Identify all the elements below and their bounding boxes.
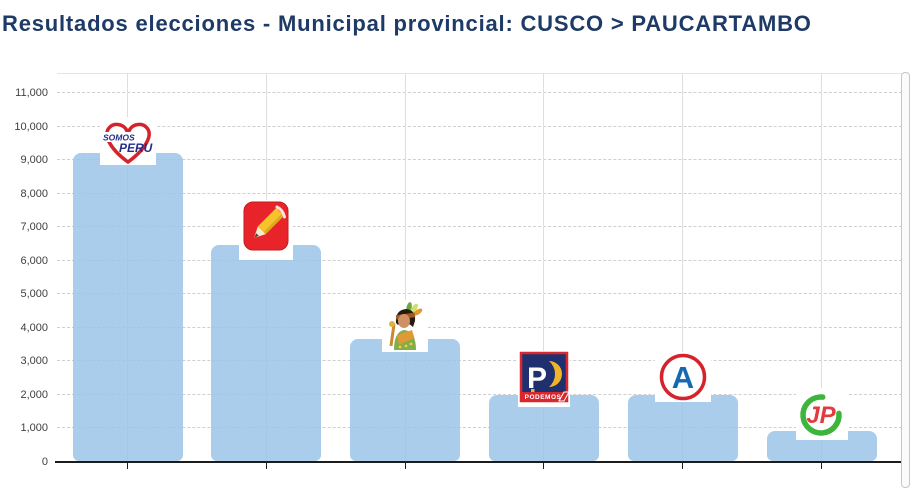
gridline-vertical (404, 73, 406, 462)
pencil-icon (243, 201, 289, 251)
x-axis-tick (682, 463, 684, 469)
gridline-horizontal (57, 293, 902, 295)
gridline-horizontal (57, 125, 902, 127)
gridline-horizontal (57, 159, 902, 161)
gridline-horizontal (57, 427, 902, 429)
gridline-vertical (543, 73, 545, 462)
inca-person-icon (389, 301, 423, 350)
gridline-horizontal (57, 192, 902, 194)
y-axis-tick-label: 5,000 (20, 288, 48, 301)
result-bar[interactable] (627, 394, 738, 461)
y-axis-tick-label: 4,000 (20, 321, 48, 334)
gridline-horizontal (57, 92, 902, 93)
y-axis-tick-label: 6,000 (20, 254, 48, 267)
gridline-horizontal (57, 226, 902, 228)
gridline-horizontal (57, 326, 902, 328)
result-bar[interactable] (72, 153, 183, 461)
inca-figure-logo (382, 299, 429, 352)
somos-peru-heart-logo: SOMOS PERU (99, 117, 156, 166)
jp-logo: JP (795, 387, 848, 440)
x-axis-tick (821, 463, 822, 469)
x-axis-tick (127, 463, 128, 469)
a-letter-icon: A (659, 353, 706, 400)
x-axis-tick (404, 463, 406, 469)
peru-text: PERU (119, 141, 153, 155)
page-title: Resultados elecciones - Municipal provin… (2, 11, 812, 36)
y-axis-tick-label: 8,000 (20, 187, 48, 200)
gridline-horizontal (57, 393, 902, 395)
vertical-scrollbar-thumb[interactable] (901, 72, 910, 488)
podemos-letter: P (527, 362, 547, 395)
gridline-vertical (821, 73, 822, 462)
red-pencil-logo (239, 199, 294, 260)
somos-text: SOMOS (103, 133, 135, 143)
a-circle-logo: A (654, 351, 711, 402)
app-letter: A (671, 360, 693, 395)
y-axis-tick-label: 9,000 (20, 154, 48, 167)
y-axis-tick-label: 11,000 (15, 87, 48, 99)
result-bar[interactable] (211, 244, 322, 461)
heart-icon: SOMOS PERU (100, 122, 153, 165)
y-axis-tick-label: 7,000 (20, 221, 48, 234)
x-axis-line (55, 461, 902, 463)
gridline-horizontal (57, 259, 902, 261)
y-axis-tick-label: 2,000 (20, 388, 48, 401)
podemos-p-icon: P PODEMOS (519, 351, 570, 403)
y-axis-tick-label: 10,000 (14, 120, 48, 133)
y-axis-tick-label: 0 (41, 456, 48, 468)
gridline-vertical (682, 73, 684, 462)
x-axis-tick (543, 463, 545, 469)
gridline-horizontal (57, 360, 902, 362)
plot-top-border (57, 73, 902, 74)
jp-ring-icon: JP (799, 394, 842, 436)
podemos-caption: PODEMOS (525, 394, 562, 401)
x-axis-tick (265, 463, 267, 469)
jp-letters: JP (806, 402, 836, 429)
podemos-logo: P PODEMOS (517, 351, 570, 408)
result-bar[interactable] (350, 338, 461, 461)
y-axis-tick-label: 1,000 (20, 422, 48, 435)
y-axis-tick-label: 3,000 (20, 355, 48, 368)
